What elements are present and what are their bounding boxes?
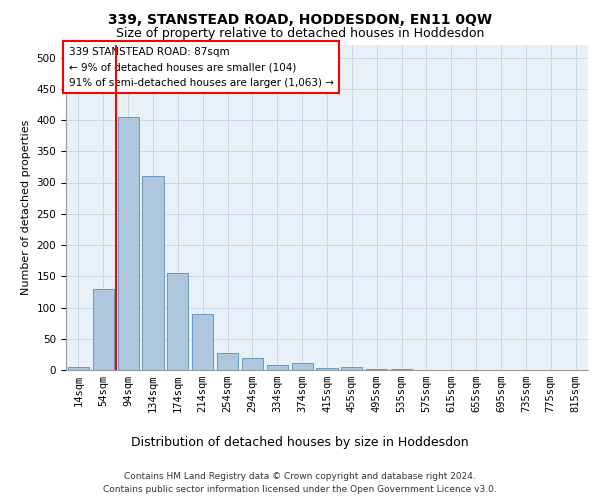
Bar <box>167 273 188 370</box>
Bar <box>267 365 288 370</box>
Bar <box>316 368 338 370</box>
Text: Size of property relative to detached houses in Hoddesdon: Size of property relative to detached ho… <box>116 28 484 40</box>
Bar <box>93 289 114 370</box>
Bar <box>118 117 139 370</box>
Text: Contains HM Land Registry data © Crown copyright and database right 2024.
Contai: Contains HM Land Registry data © Crown c… <box>103 472 497 494</box>
Bar <box>217 352 238 370</box>
Y-axis label: Number of detached properties: Number of detached properties <box>21 120 31 295</box>
Bar <box>192 314 213 370</box>
Bar <box>292 363 313 370</box>
Bar <box>366 369 387 370</box>
Text: 339, STANSTEAD ROAD, HODDESDON, EN11 0QW: 339, STANSTEAD ROAD, HODDESDON, EN11 0QW <box>108 12 492 26</box>
Text: 339 STANSTEAD ROAD: 87sqm
← 9% of detached houses are smaller (104)
91% of semi-: 339 STANSTEAD ROAD: 87sqm ← 9% of detach… <box>68 46 334 88</box>
Bar <box>68 367 89 370</box>
Bar <box>142 176 164 370</box>
Bar <box>242 358 263 370</box>
Text: Distribution of detached houses by size in Hoddesdon: Distribution of detached houses by size … <box>131 436 469 449</box>
Bar <box>341 367 362 370</box>
